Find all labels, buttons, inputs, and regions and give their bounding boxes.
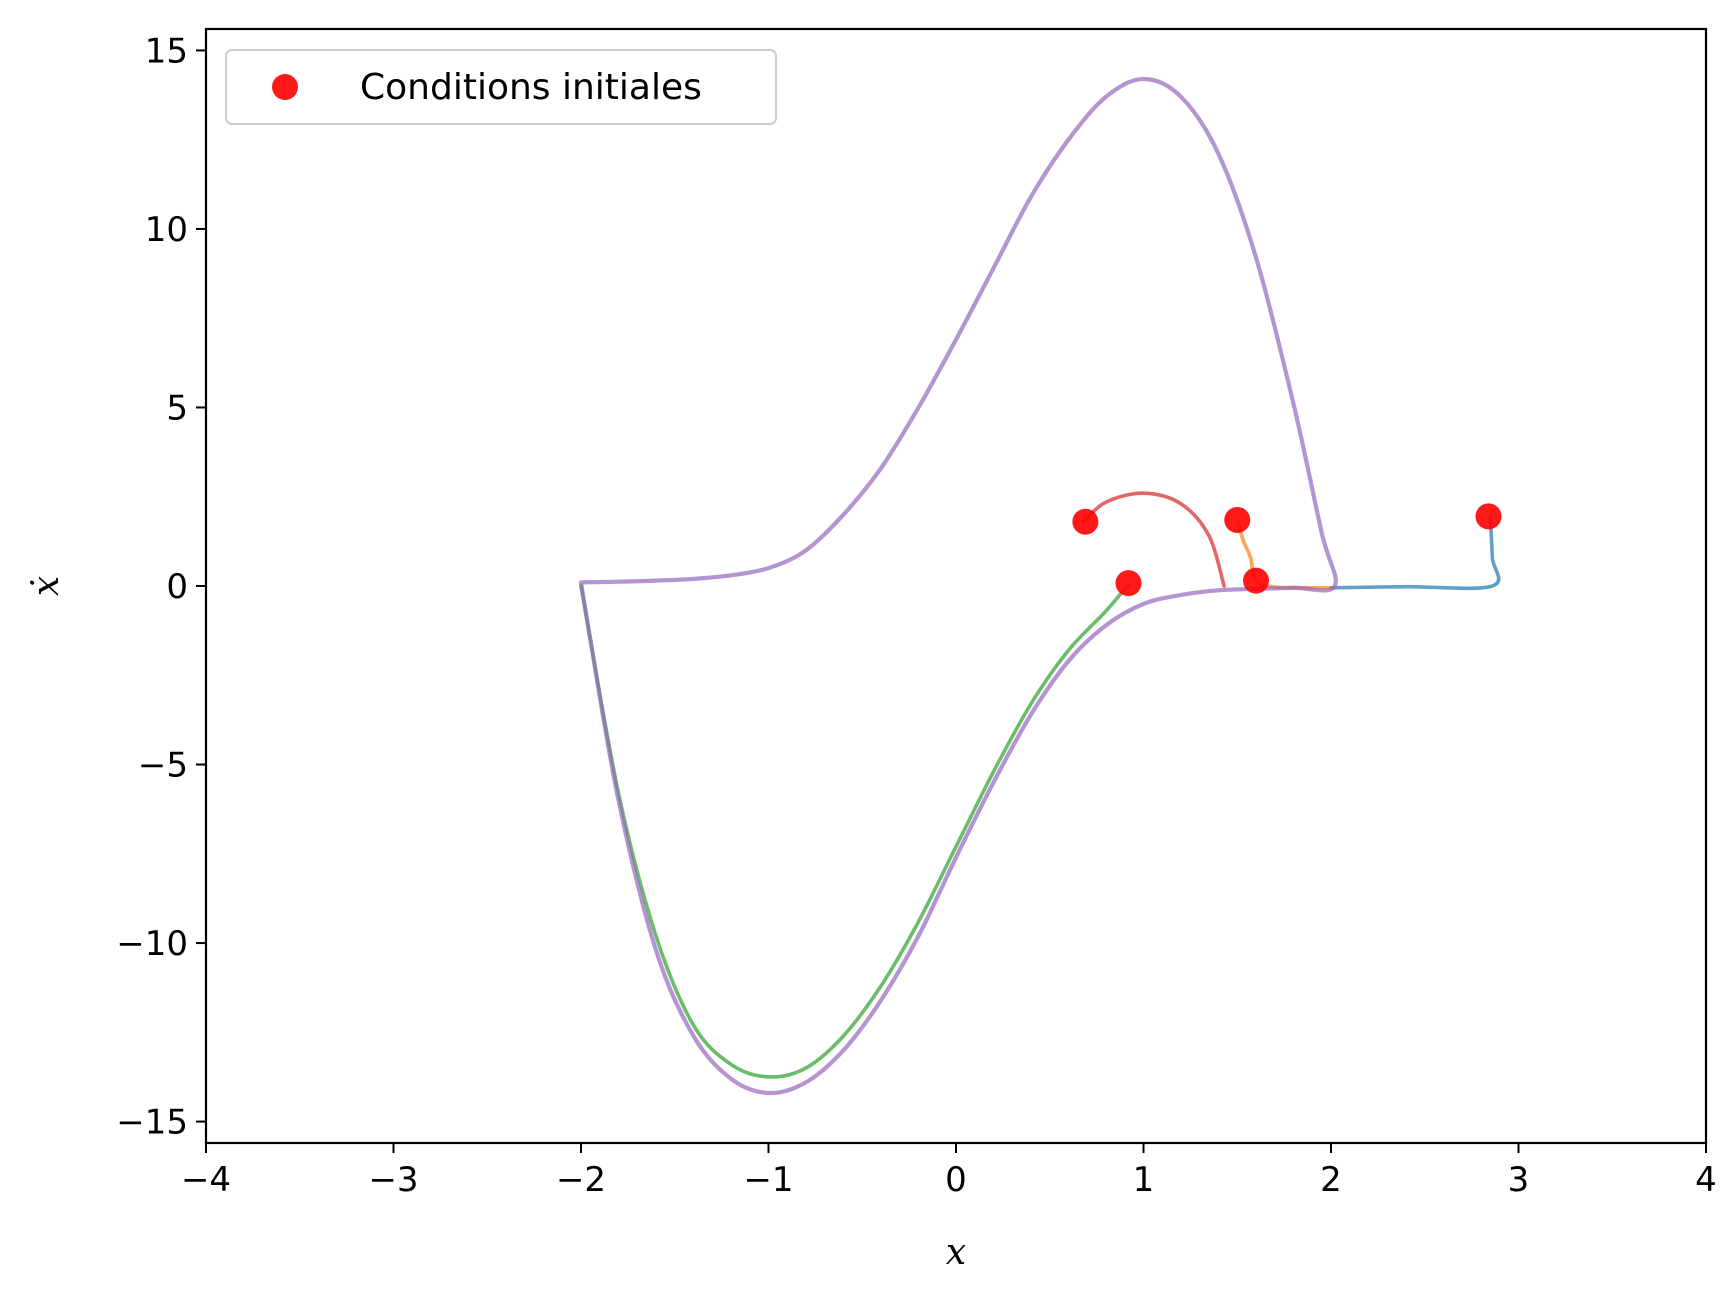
y-tick-label: 0 — [166, 567, 188, 607]
x-axis-title: x — [946, 1232, 966, 1273]
legend: Conditions initiales — [225, 49, 777, 125]
initial-condition-point-3 — [1115, 570, 1142, 597]
legend-label: Conditions initiales — [360, 67, 702, 108]
initial-condition-point-5 — [1243, 567, 1269, 594]
x-tick-label: −3 — [368, 1160, 418, 1200]
x-tick-label: 0 — [945, 1160, 967, 1200]
initial-condition-point-2 — [1224, 506, 1251, 533]
y-axis-title: ẋ — [26, 576, 67, 596]
y-tick-label: −15 — [116, 1103, 188, 1143]
x-tick-label: −2 — [556, 1160, 606, 1200]
x-tick-label: 1 — [1133, 1160, 1155, 1200]
x-tick-label: 3 — [1508, 1160, 1530, 1200]
trajectory-line-4 — [1081, 491, 1226, 588]
x-tick-label: 4 — [1695, 1160, 1717, 1200]
initial-condition-point-4 — [1072, 508, 1099, 535]
trajectory-line-3 — [579, 582, 1131, 1079]
initial-condition-point-1 — [1475, 503, 1502, 530]
x-tick-label: 2 — [1320, 1160, 1342, 1200]
y-tick-label: 10 — [145, 210, 188, 250]
legend-box — [225, 49, 777, 125]
x-tick-label: −1 — [743, 1160, 793, 1200]
y-tick-label: −5 — [138, 746, 188, 786]
y-tick-label: −10 — [116, 924, 188, 964]
y-tick-label: 15 — [145, 31, 188, 71]
trajectory-line-5 — [578, 76, 1338, 1096]
y-tick-label: 5 — [166, 388, 188, 428]
legend-marker — [272, 74, 298, 100]
trajectory-line-1 — [1329, 516, 1501, 591]
x-tick-label: −4 — [181, 1160, 231, 1200]
